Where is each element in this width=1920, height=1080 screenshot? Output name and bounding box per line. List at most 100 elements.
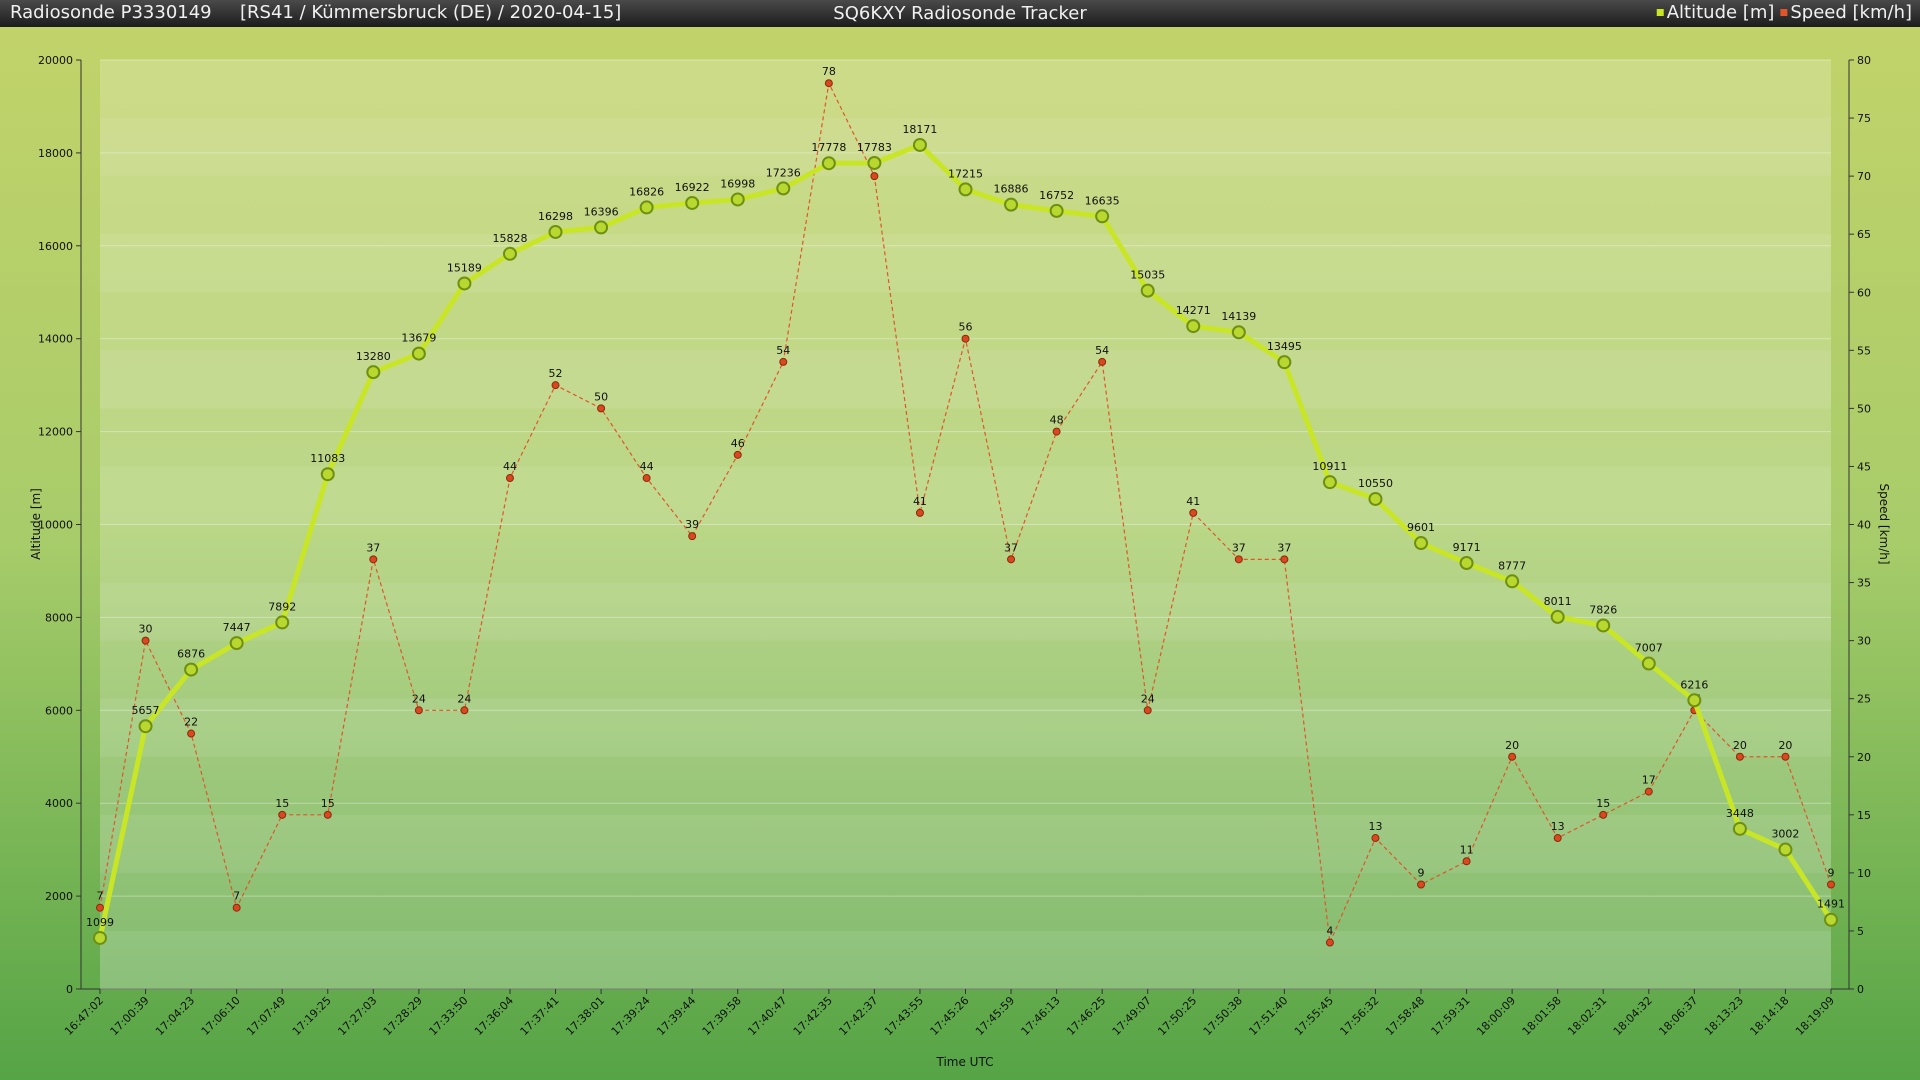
speed-label: 15 xyxy=(321,797,335,810)
y2-tick-label: 45 xyxy=(1857,460,1871,473)
altitude-label: 16826 xyxy=(629,185,664,198)
speed-point xyxy=(1735,752,1744,761)
speed-point xyxy=(1508,752,1517,761)
speed-point xyxy=(323,810,332,819)
speed-label: 15 xyxy=(275,797,289,810)
altitude-point xyxy=(1140,283,1155,298)
speed-point xyxy=(369,555,378,564)
legend-label: Altitude [m] xyxy=(1667,2,1775,23)
altitude-point xyxy=(1414,536,1429,551)
speed-point xyxy=(1143,706,1152,715)
speed-point xyxy=(870,172,879,181)
speed-label: 37 xyxy=(1004,541,1018,554)
altitude-point xyxy=(229,636,244,651)
y2-tick-label: 65 xyxy=(1857,228,1871,241)
speed-label: 13 xyxy=(1368,820,1382,833)
speed-label: 50 xyxy=(594,390,608,403)
grid-band xyxy=(100,930,1831,989)
speed-label: 24 xyxy=(457,692,471,705)
altitude-label: 17778 xyxy=(811,141,846,154)
speed-label: 37 xyxy=(1277,541,1291,554)
speed-point xyxy=(96,903,104,912)
grid-band xyxy=(100,582,1831,641)
y2-tick-label: 0 xyxy=(1857,983,1864,996)
altitude-point xyxy=(1095,209,1110,224)
speed-point xyxy=(551,381,560,390)
speed-label: 41 xyxy=(1186,495,1200,508)
altitude-point xyxy=(867,155,882,170)
altitude-label: 16922 xyxy=(675,181,710,194)
speed-point xyxy=(278,810,287,819)
altitude-label: 15828 xyxy=(492,232,527,245)
altitude-point xyxy=(1778,842,1793,857)
altitude-point xyxy=(1186,319,1201,334)
speed-label: 44 xyxy=(640,460,654,473)
altitude-point xyxy=(184,662,199,677)
y2-tick-label: 75 xyxy=(1857,112,1871,125)
speed-label: 17 xyxy=(1642,774,1656,787)
speed-label: 39 xyxy=(685,518,699,531)
speed-point xyxy=(232,903,241,912)
altitude-point xyxy=(1277,355,1292,370)
altitude-label: 10550 xyxy=(1358,477,1393,490)
speed-point xyxy=(688,532,697,541)
speed-label: 20 xyxy=(1778,739,1792,752)
altitude-label: 1491 xyxy=(1817,898,1845,911)
y2-tick-label: 50 xyxy=(1857,402,1871,415)
altitude-label: 16298 xyxy=(538,210,573,223)
speed-point xyxy=(141,636,150,645)
altitude-label: 17783 xyxy=(857,141,892,154)
speed-label: 7 xyxy=(97,890,104,903)
speed-point xyxy=(414,706,423,715)
altitude-label: 8777 xyxy=(1498,559,1526,572)
altitude-point xyxy=(1596,618,1611,633)
y2-tick-label: 35 xyxy=(1857,577,1871,590)
speed-point xyxy=(779,357,788,366)
speed-label: 9 xyxy=(1418,866,1425,879)
speed-label: 37 xyxy=(1232,541,1246,554)
speed-label: 24 xyxy=(1141,692,1155,705)
altitude-label: 16998 xyxy=(720,177,755,190)
altitude-point xyxy=(639,200,654,215)
altitude-label: 13495 xyxy=(1267,340,1302,353)
grid-band xyxy=(100,350,1831,409)
speed-label: 54 xyxy=(776,344,790,357)
speed-point xyxy=(1007,555,1016,564)
y2-tick-label: 30 xyxy=(1857,635,1871,648)
speed-label: 41 xyxy=(913,495,927,508)
altitude-label: 6216 xyxy=(1680,678,1708,691)
speed-label: 15 xyxy=(1596,797,1610,810)
altitude-label: 7892 xyxy=(268,600,296,613)
y-tick-label: 2000 xyxy=(45,890,73,903)
altitude-label: 15189 xyxy=(447,261,482,274)
speed-label: 22 xyxy=(184,716,198,729)
speed-point xyxy=(1462,857,1471,866)
altitude-label: 16886 xyxy=(994,183,1029,196)
speed-point xyxy=(642,474,651,483)
speed-label: 54 xyxy=(1095,344,1109,357)
speed-point xyxy=(1052,427,1061,436)
speed-label: 37 xyxy=(366,541,380,554)
altitude-point xyxy=(821,156,836,171)
speed-point xyxy=(1599,810,1608,819)
y2-tick-label: 20 xyxy=(1857,751,1871,764)
y2-tick-label: 80 xyxy=(1857,54,1871,67)
altitude-label: 6876 xyxy=(177,648,205,661)
altitude-point xyxy=(1459,556,1474,571)
y2-tick-label: 25 xyxy=(1857,693,1871,706)
legend-swatch xyxy=(1780,9,1788,16)
speed-point xyxy=(1553,834,1562,843)
altitude-point xyxy=(1550,609,1565,624)
altitude-label: 10911 xyxy=(1312,460,1347,473)
altitude-label: 7826 xyxy=(1589,603,1617,616)
speed-point xyxy=(1644,787,1653,796)
speed-label: 20 xyxy=(1733,739,1747,752)
speed-label: 24 xyxy=(412,692,426,705)
altitude-label: 7447 xyxy=(223,621,251,634)
altitude-point xyxy=(958,182,973,197)
speed-point xyxy=(1325,938,1334,947)
altitude-label: 9171 xyxy=(1453,541,1481,554)
altitude-label: 13679 xyxy=(401,332,436,345)
